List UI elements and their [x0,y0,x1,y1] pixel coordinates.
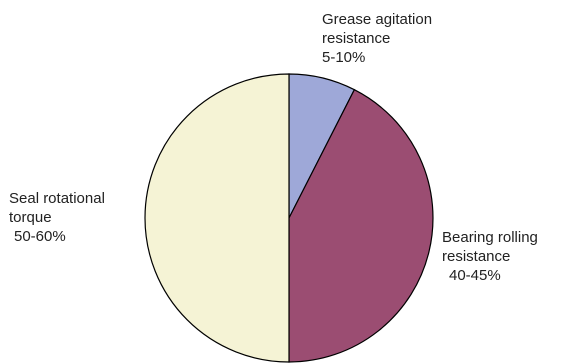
label-seal-rotational: Seal rotational torque 50-60% [9,190,109,245]
label-seal-line-3: 50-60% [14,228,66,245]
label-grease-line-1: Grease agitation [322,11,432,28]
label-grease-line-3: 5-10% [322,49,365,66]
pie-slices [144,73,434,363]
label-grease-line-2: resistance [322,30,390,47]
label-bearing-line-3: 40-45% [449,267,501,284]
label-grease-agitation: Grease agitation resistance 5-10% [322,11,436,66]
pie-labels: Grease agitation resistance 5-10% Bearin… [9,11,542,284]
slice-seal-rotational [144,73,290,363]
label-bearing-line-2: resistance [442,248,510,265]
label-seal-line-2: torque [9,209,52,226]
slice-bearing-rolling [288,88,434,363]
label-bearing-rolling: Bearing rolling resistance 40-45% [442,229,542,284]
label-seal-line-1: Seal rotational [9,190,105,207]
label-bearing-line-1: Bearing rolling [442,229,538,246]
